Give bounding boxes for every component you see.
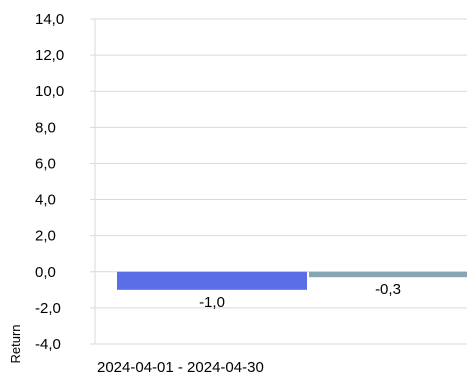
y-tick-label: 6,0 (35, 155, 56, 172)
data-labels: -1,0 -0,3 (199, 281, 401, 311)
y-tick-label: 12,0 (35, 47, 64, 64)
bar-series-2 (309, 271, 467, 278)
y-tick-label: 0,0 (35, 264, 56, 281)
y-axis: -4,0 -2,0 0,0 2,0 4,0 6,0 8,0 10,0 12,0 14,0 (35, 11, 96, 353)
gridlines (95, 18, 467, 345)
y-tick-label: 10,0 (35, 83, 64, 100)
y-tick-label: 2,0 (35, 228, 56, 245)
bar-series-1 (117, 271, 307, 290)
x-category-label: 2024-04-01 - 2024-04-30 (97, 359, 264, 376)
data-label-series-1: -1,0 (199, 294, 225, 311)
bars (117, 271, 467, 290)
y-tick-label: 8,0 (35, 119, 56, 136)
y-tick-label: 14,0 (35, 11, 64, 28)
y-tick-label: 4,0 (35, 192, 56, 209)
y-tick-label: -4,0 (35, 336, 61, 353)
y-tick-label: -2,0 (35, 300, 61, 317)
data-label-series-2: -0,3 (375, 281, 401, 298)
y-axis-title: Return (8, 324, 23, 363)
